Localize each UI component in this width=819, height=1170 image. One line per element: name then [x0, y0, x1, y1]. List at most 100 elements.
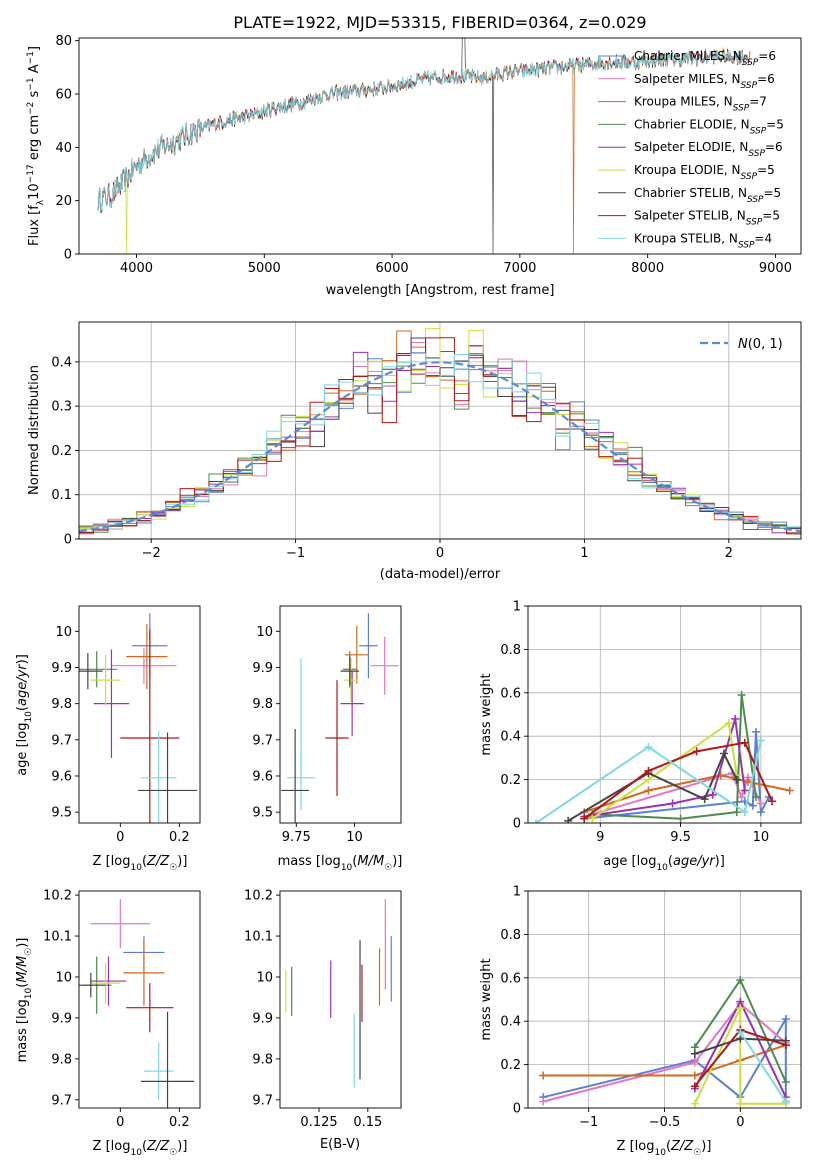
label-part: ☉	[24, 948, 34, 956]
label-part: Salpeter STELIB, N	[634, 209, 746, 223]
histograms	[79, 327, 801, 535]
x-tick-label: 1	[580, 546, 588, 561]
label-part: ☉	[693, 1148, 701, 1158]
x-axis-label: mass [log10(M/M☉)]	[278, 854, 403, 873]
label-part: mass [log	[15, 999, 30, 1062]
label-part: 10	[341, 863, 353, 873]
x-tick-label: 0.2	[169, 830, 190, 845]
label-part: (	[15, 983, 30, 988]
errorbars	[79, 613, 198, 823]
y-tick-label: 10.1	[244, 930, 273, 945]
y-tick-label: 20	[55, 194, 72, 209]
histogram-series	[79, 327, 801, 530]
weight-marker	[719, 749, 728, 758]
label-part: =7	[749, 95, 767, 109]
label-part: (	[666, 1139, 671, 1154]
y-tick-label: 9.7	[51, 1093, 72, 1108]
label-part: (	[352, 854, 357, 869]
spectrum-panel: 4000 5000 6000 7000 8000 9000 0 20 40 60 80 Chabrie…	[26, 34, 802, 298]
y-tick-label: 9.8	[51, 1052, 72, 1067]
x-tick-label: 0.125	[300, 1115, 337, 1130]
y-tick-label: 40	[55, 141, 72, 156]
y-tick-label: 0	[513, 817, 521, 832]
label-part: =4	[754, 231, 772, 245]
mass-vs-extinction-panel: 0.125 0.15 9.7 9.8 9.9 10 10.1 10.2 E(B-V)	[244, 889, 402, 1152]
weight-marker	[676, 814, 685, 823]
y-tick-label: 0.1	[51, 488, 72, 503]
weight-lines	[532, 690, 794, 823]
y-tick-label: 10	[55, 625, 72, 640]
weight-marker	[539, 1071, 548, 1080]
y-tick-label: 0.2	[500, 1058, 521, 1073]
label-part: SSP	[738, 240, 755, 250]
legend-label: Chabrier STELIB, NSSP=5	[634, 186, 781, 205]
label-part: A	[27, 64, 42, 77]
weight-marker	[692, 747, 701, 756]
weight-marker	[781, 1041, 790, 1050]
weight-marker	[690, 1071, 699, 1080]
x-tick-label: 10	[753, 830, 770, 845]
label-part: 10	[654, 1148, 666, 1158]
label-part: 10	[130, 863, 142, 873]
y-tick-label: 9.7	[252, 733, 273, 748]
label-part: Chabrier ELODIE, N	[634, 117, 750, 131]
axes-frame	[78, 605, 201, 824]
label-part: ☉	[169, 1148, 177, 1158]
y-tick-label: 9.6	[51, 769, 72, 784]
label-part: λ	[36, 199, 46, 205]
y-tick-label: 9.8	[252, 1052, 273, 1067]
label-part: (	[15, 706, 30, 711]
weight-marker	[740, 808, 749, 817]
weight-marker	[781, 1015, 790, 1024]
weight-marker	[690, 1049, 699, 1058]
y-tick-label: 10	[256, 625, 273, 640]
x-axis-label: wavelength [Angstrom, rest frame]	[326, 283, 555, 298]
legend-label: Kroupa STELIB, NSSP=4	[634, 231, 772, 250]
label-part: −1	[26, 51, 36, 64]
legend-label: Chabrier ELODIE, NSSP=5	[634, 117, 784, 136]
weight-marker	[532, 819, 541, 823]
x-axis-label: Z [log10(Z/Z☉)]	[617, 1139, 712, 1158]
y-tick-label: 10.2	[43, 889, 72, 904]
label-part: M/M	[15, 956, 30, 983]
x-axis-label: E(B-V)	[320, 1137, 360, 1152]
y-tick-label: 0.4	[500, 1015, 521, 1030]
errorbars	[281, 613, 399, 823]
weight-marker	[768, 797, 777, 806]
histogram-series	[79, 337, 801, 535]
y-tick-label: 0.3	[51, 400, 72, 415]
y-tick-label: 0.4	[500, 730, 521, 745]
residual-histogram-panel: −2 −1 0 1 2 0 0.1 0.2 0.3 0.4 N(0, 1) (data-model)/…	[27, 321, 802, 582]
label-part: =5	[766, 117, 784, 131]
weight-marker	[708, 790, 717, 799]
label-part: SSP	[741, 81, 758, 91]
y-tick-label: 0	[513, 1102, 521, 1117]
label-part: =6	[757, 72, 775, 86]
weight-marker	[564, 816, 573, 823]
label-part: ]	[27, 46, 42, 51]
label-part: =5	[762, 209, 780, 223]
legend-label: N(0, 1)	[738, 337, 783, 352]
label-part: )]	[15, 654, 30, 664]
y-tick-label: 9.7	[252, 1093, 273, 1108]
weight-marker	[736, 1099, 745, 1108]
errorbars	[79, 899, 195, 1108]
y-tick-label: 9.8	[51, 697, 72, 712]
legend-label: Kroupa ELODIE, NSSP=5	[634, 163, 775, 182]
x-tick-label: 9.75	[282, 830, 311, 845]
weight-marker	[732, 808, 741, 817]
x-tick-label: 9.5	[670, 830, 691, 845]
y-tick-label: 0.2	[500, 773, 521, 788]
label-part: Z [log	[617, 1139, 655, 1154]
axes-frame	[279, 890, 402, 1109]
label-part: =6	[758, 49, 776, 63]
weight-marker	[644, 766, 653, 775]
weight-marker	[736, 1028, 745, 1037]
weight-series-line	[591, 721, 738, 820]
x-tick-label: −2	[142, 546, 161, 561]
